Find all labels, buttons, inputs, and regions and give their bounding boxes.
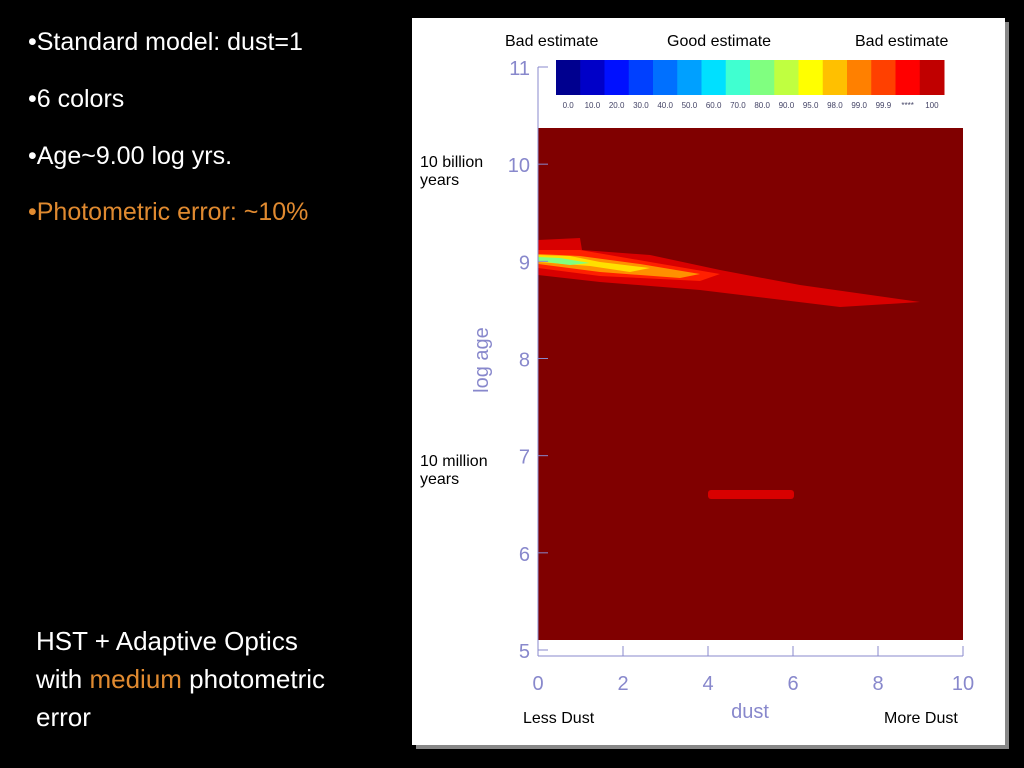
caption: HST + Adaptive Optics with medium photom… bbox=[36, 622, 336, 736]
colorbar-cell bbox=[701, 60, 727, 95]
bullet: •6 colors bbox=[28, 85, 125, 113]
colorbar-label: 60.0 bbox=[706, 101, 722, 110]
colorbar-cell bbox=[750, 60, 775, 95]
colorbar-cell bbox=[580, 60, 605, 95]
y-tick-label: 9 bbox=[519, 252, 530, 274]
colorbar-cell bbox=[822, 60, 848, 95]
caption-highlight: medium bbox=[89, 664, 182, 694]
y-tick-label: 6 bbox=[519, 544, 530, 566]
annotation: 10 billion years bbox=[420, 154, 484, 189]
colorbar-label: 50.0 bbox=[682, 101, 698, 110]
colorbar-cell bbox=[798, 60, 824, 95]
contour-level bbox=[538, 257, 590, 265]
colorbar-label: 99.0 bbox=[851, 101, 867, 110]
annotation: Bad estimate bbox=[855, 33, 949, 50]
y-tick-label: 7 bbox=[519, 447, 530, 469]
contour-level bbox=[708, 490, 794, 499]
y-tick-label: 8 bbox=[519, 350, 530, 372]
colorbar-label: 20.0 bbox=[609, 101, 625, 110]
colorbar-label: 99.9 bbox=[876, 101, 892, 110]
x-tick-label: 0 bbox=[532, 673, 543, 695]
colorbar-cell bbox=[628, 60, 654, 95]
colorbar-cell bbox=[604, 60, 630, 95]
colorbar-cell bbox=[774, 60, 799, 95]
colorbar-cell bbox=[556, 60, 581, 95]
colorbar-cell bbox=[847, 60, 872, 95]
contour-background bbox=[538, 128, 963, 640]
annotation: Less Dust bbox=[523, 710, 595, 727]
x-tick-label: 6 bbox=[787, 673, 798, 695]
colorbar-cell bbox=[871, 60, 896, 95]
bullet: •Standard model: dust=1 bbox=[28, 28, 303, 56]
colorbar-label: 90.0 bbox=[779, 101, 795, 110]
annotation: Good estimate bbox=[667, 33, 772, 50]
annotation: More Dust bbox=[884, 710, 958, 727]
x-tick-label: 2 bbox=[617, 673, 628, 695]
bullet: •Photometric error: ~10% bbox=[28, 198, 309, 226]
contour-level bbox=[538, 238, 920, 307]
x-tick-label: 8 bbox=[872, 673, 883, 695]
x-axis-title: dust bbox=[731, 701, 769, 723]
colorbar-cell bbox=[677, 60, 702, 95]
colorbar-cell bbox=[919, 60, 945, 95]
y-tick-label: 5 bbox=[519, 641, 530, 663]
colorbar-label: 40.0 bbox=[657, 101, 673, 110]
colorbar-label: 98.0 bbox=[827, 101, 843, 110]
x-tick-label: 4 bbox=[702, 673, 713, 695]
colorbar-cell bbox=[895, 60, 921, 95]
colorbar-label: 95.0 bbox=[803, 101, 819, 110]
colorbar-cell bbox=[653, 60, 678, 95]
y-tick-label: 10 bbox=[508, 155, 530, 177]
colorbar-label: **** bbox=[901, 101, 913, 110]
colorbar-label: 30.0 bbox=[633, 101, 649, 110]
colorbar-cell bbox=[725, 60, 751, 95]
y-axis-title: log age bbox=[471, 327, 493, 393]
colorbar-label: 80.0 bbox=[754, 101, 770, 110]
colorbar-label: 100 bbox=[925, 101, 939, 110]
y-tick-label: 11 bbox=[509, 58, 530, 80]
colorbar-label: 70.0 bbox=[730, 101, 746, 110]
x-tick-label: 10 bbox=[952, 673, 974, 695]
colorbar-label: 10.0 bbox=[585, 101, 601, 110]
caption-text: photometric error bbox=[36, 664, 326, 732]
annotation: 10 million years bbox=[420, 453, 488, 488]
bullet: •Age~9.00 log yrs. bbox=[28, 142, 233, 170]
colorbar-label: 0.0 bbox=[563, 101, 575, 110]
caption-text: HST + Adaptive Optics with bbox=[36, 626, 298, 694]
annotation: Bad estimate bbox=[505, 33, 599, 50]
